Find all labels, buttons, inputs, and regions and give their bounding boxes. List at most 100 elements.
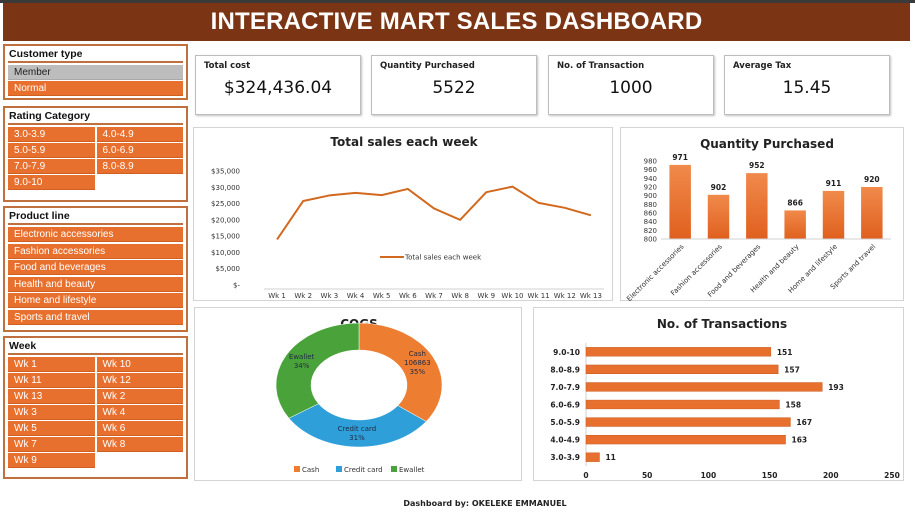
data-label: 163	[792, 436, 808, 445]
x-tick-label: Wk 7	[425, 292, 443, 300]
legend-label: Total sales each week	[404, 254, 482, 262]
y-tick-label: 3.0-3.9	[550, 453, 580, 462]
x-tick-label: 100	[701, 471, 717, 480]
kpi-label: Total cost	[204, 61, 251, 71]
slicer-item-wk-1[interactable]: Wk 1	[8, 357, 95, 372]
slicer-item-wk-5[interactable]: Wk 5	[8, 421, 95, 436]
slicer-week: Week Wk 1 Wk 10 Wk 11 Wk 12 Wk 13 Wk 2 Wk 3 Wk …	[3, 336, 188, 479]
data-label: 902	[711, 183, 727, 192]
x-tick-label: Wk 11	[528, 292, 550, 300]
slicer-item-wk-11[interactable]: Wk 11	[8, 373, 95, 388]
bar-6-0-6-9	[585, 399, 780, 410]
slice-label: 35%	[410, 368, 426, 376]
slice-label: 106863	[404, 359, 431, 367]
kpi-total-cost: Total cost $324,436.04	[195, 55, 361, 115]
slicer-rating-category: Rating Category 3.0-3.9 4.0-4.9 5.0-5.9 6.0…	[3, 106, 188, 202]
kpi-quantity-purchased: Quantity Purchased 5522	[371, 55, 537, 115]
slicer-item-wk-4[interactable]: Wk 4	[96, 405, 183, 420]
slicer-item-7-0-7-9[interactable]: 7.0-7.9	[8, 159, 95, 174]
chart-quantity-purchased: Quantity Purchased 800 820 840 860 880 900 920…	[620, 127, 904, 302]
slicer-item-wk-9[interactable]: Wk 9	[8, 453, 95, 468]
y-tick-label: 5.0-5.9	[550, 418, 580, 427]
slice-label: Cash	[409, 350, 426, 358]
legend-swatch-cash	[294, 466, 300, 472]
slicer-item-wk-10[interactable]: Wk 10	[96, 357, 183, 372]
x-tick-label: Wk 5	[373, 292, 391, 300]
bar-5-0-5-9	[585, 417, 791, 427]
slicer-item-wk-7[interactable]: Wk 7	[8, 437, 95, 452]
y-tick-label: $15,000	[211, 233, 240, 241]
slicer-item-wk-8[interactable]: Wk 8	[96, 437, 183, 452]
legend-label: Cash	[302, 466, 319, 474]
kpi-average-tax: Average Tax 15.45	[724, 55, 890, 115]
slicer-item-4-0-4-9[interactable]: 4.0-4.9	[96, 127, 183, 142]
footer-credit: Dashboard by: OKELEKE EMMANUEL	[403, 499, 567, 508]
slicer-item-normal[interactable]: Normal	[8, 81, 183, 96]
x-tick-label: Wk 12	[554, 292, 576, 300]
x-tick-label: Wk 4	[347, 292, 365, 300]
bar-3-0-3-9	[585, 452, 600, 462]
kpi-transactions: No. of Transaction 1000	[548, 55, 714, 115]
y-tick-label: 6.0-6.9	[550, 401, 580, 410]
dashboard-title: INTERACTIVE MART SALES DASHBOARD	[210, 8, 703, 35]
y-tick-label: 980	[644, 158, 657, 166]
y-tick-label: $10,000	[211, 249, 240, 257]
legend-label: Credit card	[344, 466, 383, 474]
slicer-item-3-0-3-9[interactable]: 3.0-3.9	[8, 127, 95, 142]
slicer-items: Electronic accessories Fashion accessorie…	[5, 227, 186, 325]
data-label: 151	[777, 348, 793, 357]
y-tick-label: $25,000	[211, 200, 240, 208]
slicer-item-member[interactable]: Member	[8, 65, 183, 80]
chart-transactions: No. of Transactions 151 157 193 158 167 163 11…	[533, 307, 904, 481]
y-tick-label: $5,000	[216, 265, 241, 273]
y-tick-label: 820	[644, 227, 657, 235]
x-tick-label: Wk 1	[268, 292, 286, 300]
slice-label: 34%	[294, 362, 310, 370]
x-tick-label: Wk 2	[294, 292, 312, 300]
data-label: 866	[787, 198, 803, 207]
slicer-item-6-0-6-9[interactable]: 6.0-6.9	[96, 143, 183, 158]
slicer-item-electronic-accessories[interactable]: Electronic accessories	[8, 227, 183, 242]
slicer-item-wk-6[interactable]: Wk 6	[96, 421, 183, 436]
bar-4-0-4-9	[585, 435, 786, 445]
slicer-item-wk-13[interactable]: Wk 13	[8, 389, 95, 404]
line-series-total-sales	[276, 185, 592, 240]
x-tick-label: 150	[762, 471, 778, 480]
chart-title: Total sales each week	[330, 135, 478, 149]
slicer-item-fashion-accessories[interactable]: Fashion accessories	[8, 243, 183, 259]
y-tick-label: $20,000	[211, 216, 240, 224]
slicer-items: Wk 1 Wk 10 Wk 11 Wk 12 Wk 13 Wk 2 Wk 3 Wk 4 Wk 5…	[5, 357, 186, 468]
slicer-item-wk-2[interactable]: Wk 2	[96, 389, 183, 404]
x-tick-label: Wk 10	[501, 292, 523, 300]
legend-swatch-credit-card	[336, 466, 342, 472]
data-label: 911	[826, 179, 842, 188]
slicer-item-food-and-beverages[interactable]: Food and beverages	[8, 260, 183, 275]
data-label: 158	[785, 401, 801, 410]
window-top-edge	[0, 0, 915, 3]
slicer-item-9-0-10[interactable]: 9.0-10	[8, 175, 95, 190]
kpi-value: 15.45	[782, 78, 832, 98]
bar-9-0-10	[585, 347, 772, 357]
x-tick-label: Wk 9	[477, 292, 495, 300]
slicer-item-wk-3[interactable]: Wk 3	[8, 405, 95, 420]
bar-7-0-7-9	[585, 382, 823, 392]
slice-label: Credit card	[338, 425, 377, 433]
x-tick-label: Wk 6	[399, 292, 417, 300]
x-tick-label: 250	[884, 471, 900, 480]
data-label: 952	[749, 161, 765, 170]
x-tick-label: 0	[583, 471, 588, 480]
y-tick-label: $30,000	[211, 184, 240, 192]
legend-swatch-ewallet	[391, 466, 397, 472]
y-tick-label: 960	[644, 166, 657, 174]
slicer-item-wk-12[interactable]: Wk 12	[96, 373, 183, 388]
slicer-item-5-0-5-9[interactable]: 5.0-5.9	[8, 143, 95, 158]
slicer-customer-type: Customer type Member Normal	[3, 44, 188, 100]
slicer-title: Week	[8, 338, 183, 355]
slice-credit-card	[288, 403, 427, 448]
slicer-item-health-and-beauty[interactable]: Health and beauty	[8, 276, 183, 292]
slicer-item-home-and-lifestyle[interactable]: Home and lifestyle	[8, 293, 183, 308]
slicer-item-8-0-8-9[interactable]: 8.0-8.9	[96, 159, 183, 174]
y-tick-label: 7.0-7.9	[550, 383, 580, 392]
slicer-item-sports-and-travel[interactable]: Sports and travel	[8, 309, 183, 325]
kpi-label: Average Tax	[733, 61, 792, 71]
